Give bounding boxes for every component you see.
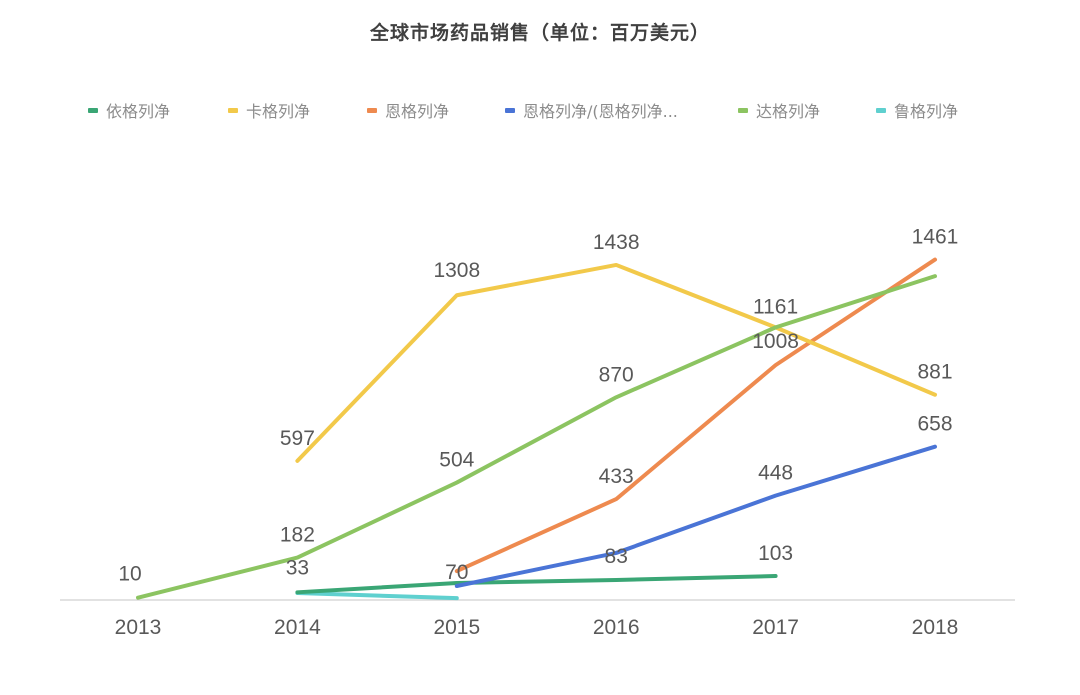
legend-swatch-1 (228, 107, 238, 113)
data-label: 83 (605, 545, 628, 568)
legend-label-3: 恩格列净/(恩格列净... (523, 102, 678, 121)
legend-swatch-2 (367, 107, 377, 113)
data-label: 33 (286, 556, 309, 579)
series-line-1 (295, 262, 937, 463)
data-label: 658 (917, 413, 952, 436)
data-label: 1008 (752, 330, 799, 353)
x-tick-label: 2016 (593, 616, 640, 639)
data-label: 103 (758, 542, 793, 565)
legend-swatch-5 (876, 107, 886, 113)
data-label: 870 (599, 363, 634, 386)
legend-swatch-3 (505, 107, 515, 113)
legend-item-4[interactable]: 达格列净 (738, 98, 820, 122)
data-label-layer: 33 70 83 103 597 1308 1438 1161 881 433 1008 1461 44… (118, 226, 958, 586)
data-label: 1461 (912, 226, 959, 249)
series-line-2 (454, 257, 937, 574)
data-label: 10 (118, 563, 141, 586)
data-label: 433 (599, 465, 634, 488)
data-label: 1438 (593, 231, 640, 254)
chart-title: 全球市场药品销售（单位：百万美元） (369, 22, 710, 44)
legend-label-1: 卡格列净 (246, 102, 311, 121)
data-label: 1161 (753, 295, 798, 318)
data-label: 182 (280, 524, 315, 547)
series-line-3 (454, 444, 937, 589)
legend-item-2[interactable]: 恩格列净 (367, 98, 449, 122)
legend-label-0: 依格列净 (106, 102, 171, 121)
legend-label-5: 鲁格列净 (894, 102, 959, 121)
data-label: 597 (280, 427, 315, 450)
series-layer (136, 257, 937, 601)
legend-item-3[interactable]: 恩格列净/(恩格列净... (505, 98, 678, 122)
x-tick-label: 2018 (912, 616, 959, 639)
data-label: 448 (758, 462, 793, 485)
legend-label-2: 恩格列净 (385, 102, 450, 121)
series-line-4 (136, 274, 937, 600)
data-label: 881 (917, 361, 952, 384)
x-tick-label: 2013 (115, 616, 162, 639)
legend-item-0[interactable]: 依格列净 (88, 98, 170, 122)
legend-swatch-4 (738, 107, 748, 113)
x-tick-layer: 2013 2014 2015 2016 2017 2018 (115, 616, 959, 639)
legend-label-4: 达格列净 (756, 102, 821, 121)
legend-item-1[interactable]: 卡格列净 (228, 98, 310, 122)
x-tick-label: 2017 (752, 616, 799, 639)
legend: 依格列净 卡格列净 恩格列净 恩格列净/(恩格列净... 达格列净 鲁格列净 (0, 98, 1080, 122)
series-line-0 (295, 574, 778, 595)
data-label: 70 (445, 561, 468, 584)
series-line-5 (295, 591, 459, 601)
x-tick-label: 2015 (433, 616, 480, 639)
legend-item-5[interactable]: 鲁格列净 (876, 98, 958, 122)
data-label: 1308 (433, 259, 480, 282)
x-tick-label: 2014 (274, 616, 321, 639)
data-label: 504 (439, 449, 474, 472)
legend-swatch-0 (88, 107, 98, 113)
